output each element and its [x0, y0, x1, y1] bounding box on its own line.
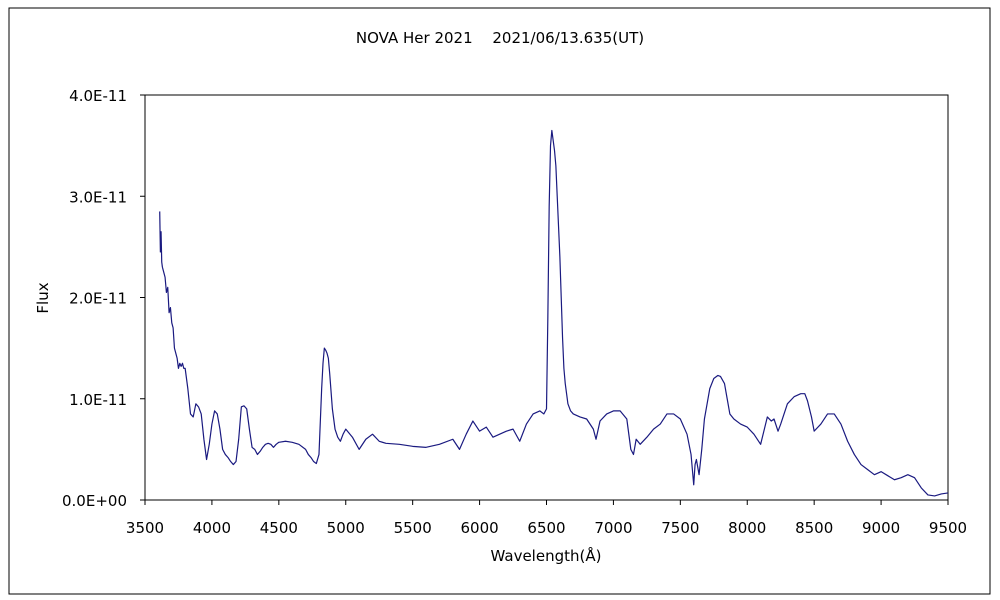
x-tick-label: 7000 — [594, 519, 632, 537]
y-tick-label: 3.0E-11 — [69, 188, 127, 206]
x-tick-label: 5500 — [394, 519, 432, 537]
series-line — [159, 129, 949, 497]
x-tick-label: 8500 — [795, 519, 833, 537]
y-tick-label: 4.0E-11 — [69, 87, 127, 105]
y-axis: 0.0E+00 1.0E-11 2.0E-11 3.0E-11 4.0E-11 — [62, 87, 145, 510]
x-tick-label: 3500 — [126, 519, 164, 537]
y-tick-label: 1.0E-11 — [69, 391, 127, 409]
chart-title: NOVA Her 2021 2021/06/13.635(UT) — [356, 29, 644, 47]
x-tick-label: 9000 — [862, 519, 900, 537]
x-tick-label: 7500 — [661, 519, 699, 537]
y-tick-label: 0.0E+00 — [62, 492, 127, 510]
outer-frame — [8, 7, 991, 595]
x-tick-label: 9500 — [929, 519, 967, 537]
y-tick-label: 2.0E-11 — [69, 290, 127, 308]
x-tick-label: 5000 — [327, 519, 365, 537]
x-tick-label: 6500 — [527, 519, 565, 537]
x-tick-label: 8000 — [728, 519, 766, 537]
x-tick-label: 6000 — [460, 519, 498, 537]
x-tick-label: 4500 — [260, 519, 298, 537]
x-axis-title: Wavelength(Å) — [491, 546, 602, 565]
x-axis: 3500 4000 4500 5000 5500 6000 6500 7000 7500 8000… — [126, 500, 967, 537]
x-tick-label: 4000 — [193, 519, 231, 537]
y-axis-title: Flux — [34, 282, 52, 313]
